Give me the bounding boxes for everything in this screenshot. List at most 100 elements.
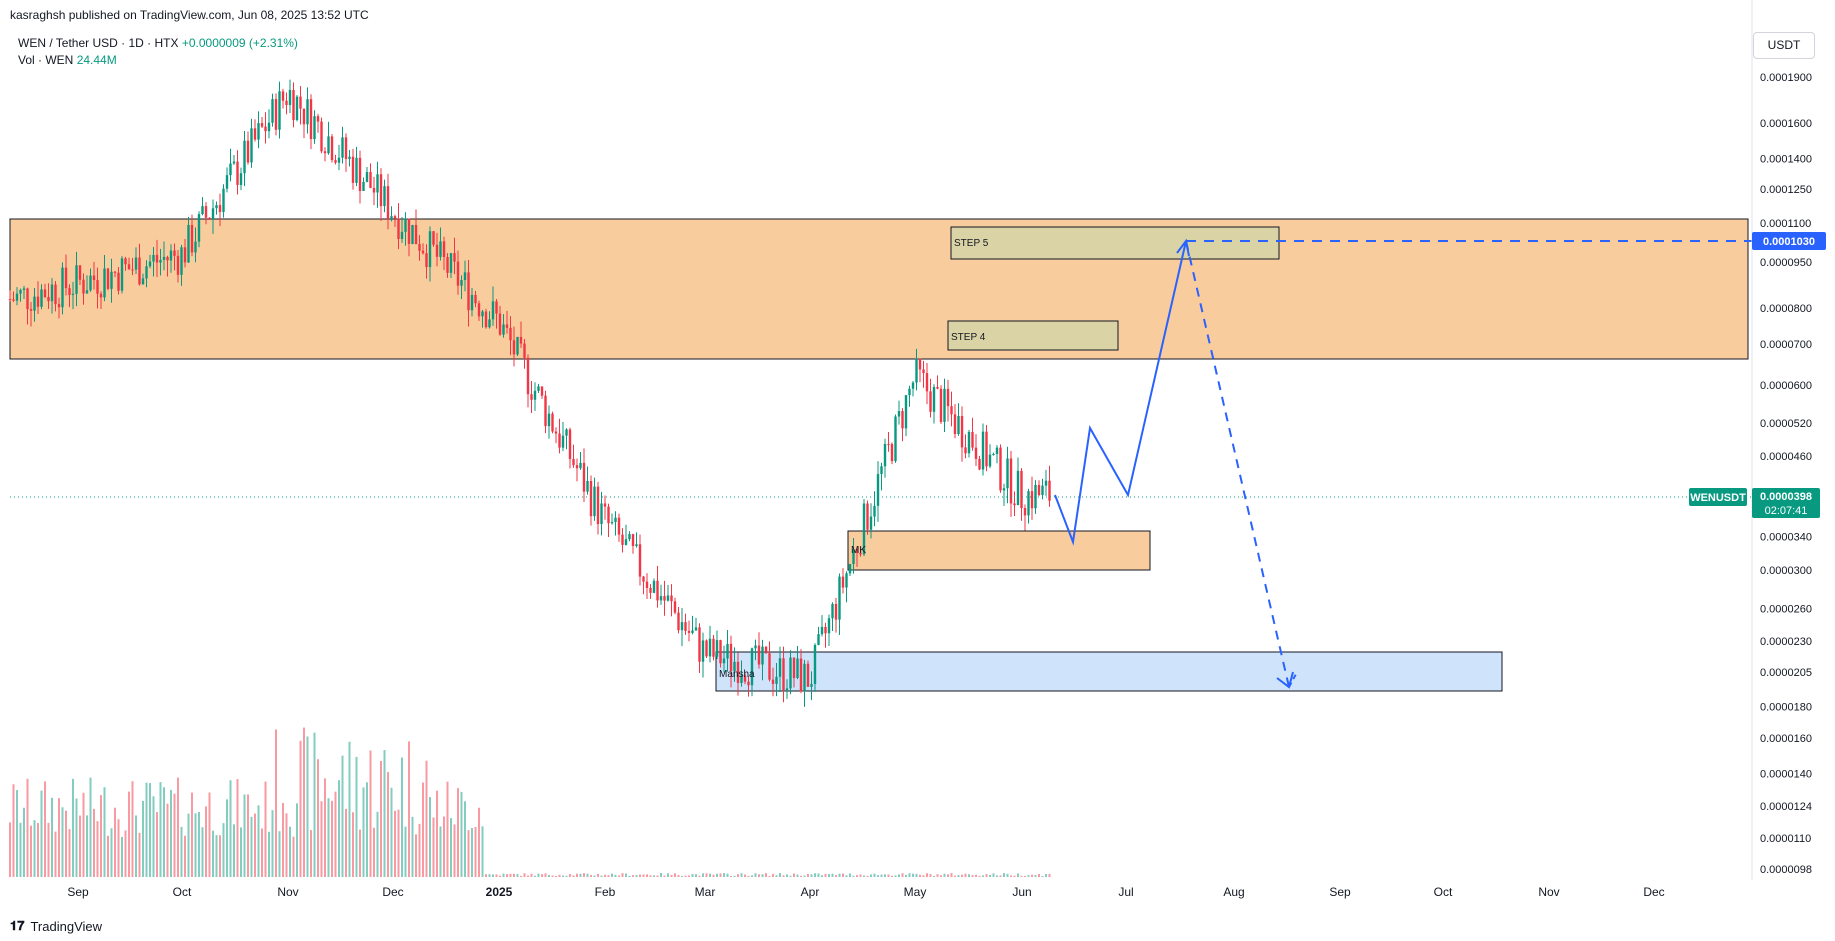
candle-body bbox=[113, 271, 117, 273]
volume-legend[interactable]: Vol · WEN 24.44M bbox=[18, 53, 117, 67]
price-tick-label: 0.0000230 bbox=[1760, 636, 1812, 648]
volume-bar bbox=[751, 875, 753, 877]
time-tick-label: Aug bbox=[1223, 885, 1244, 899]
volume-bar bbox=[772, 873, 774, 877]
candle-body bbox=[988, 454, 992, 467]
volume-bar bbox=[821, 875, 823, 877]
candle-body bbox=[883, 444, 887, 467]
candle-body bbox=[491, 301, 495, 320]
volume-bar bbox=[544, 873, 547, 877]
candle-body bbox=[803, 663, 806, 692]
volume-bar bbox=[884, 874, 886, 877]
volume-bar bbox=[842, 873, 844, 877]
candle-body bbox=[831, 603, 834, 619]
volume-bar bbox=[453, 824, 456, 877]
volume-bar bbox=[51, 797, 53, 877]
volume-bar bbox=[926, 873, 928, 877]
volume-bar bbox=[114, 807, 116, 877]
candle-body bbox=[138, 257, 141, 285]
volume-bar bbox=[415, 834, 417, 877]
candle-body bbox=[267, 122, 271, 132]
candle-body bbox=[771, 679, 775, 684]
projection-down-path bbox=[1185, 240, 1290, 688]
candle-body bbox=[939, 388, 943, 422]
volume-bar bbox=[768, 875, 771, 877]
volume-bar bbox=[887, 874, 890, 877]
volume-bar bbox=[1031, 874, 1033, 877]
candle-body bbox=[26, 288, 29, 310]
candle-body bbox=[925, 373, 929, 392]
candle-body bbox=[820, 626, 824, 635]
candle-body bbox=[120, 258, 124, 291]
volume-bar bbox=[131, 781, 134, 877]
candle-body bbox=[985, 431, 988, 467]
candle-body bbox=[824, 626, 827, 634]
symbol-legend[interactable]: WEN / Tether USD · 1D · HTX +0.0000009 (… bbox=[18, 36, 298, 50]
volume-bar bbox=[642, 874, 645, 877]
currency-button[interactable]: USDT bbox=[1753, 32, 1815, 59]
volume-bar bbox=[506, 874, 508, 877]
candle-body bbox=[862, 503, 866, 555]
volume-bar bbox=[236, 779, 239, 877]
candle-body bbox=[918, 358, 922, 370]
volume-bar bbox=[698, 875, 701, 877]
candle-body bbox=[974, 447, 978, 459]
candle-body bbox=[299, 96, 302, 109]
candle-body bbox=[558, 433, 561, 448]
footer-logo[interactable]: 𝟏𝟕 TradingView bbox=[10, 918, 102, 934]
candle-body bbox=[957, 415, 960, 435]
volume-bar bbox=[411, 816, 414, 877]
volume-bar bbox=[215, 835, 218, 877]
volume-bar bbox=[432, 817, 435, 877]
candle-body bbox=[1044, 480, 1048, 486]
volume-bar bbox=[919, 874, 921, 877]
volume-bar bbox=[159, 782, 162, 877]
candle-body bbox=[355, 157, 358, 183]
candle-body bbox=[61, 267, 64, 308]
candle-body bbox=[964, 447, 967, 454]
candle-body bbox=[995, 447, 999, 454]
volume-bar bbox=[219, 835, 221, 877]
candle-body bbox=[379, 174, 383, 207]
time-axis[interactable]: Sep Oct Nov Dec 2025 Feb Mar Apr May Jun Jul Aug Sep… bbox=[67, 885, 1664, 899]
volume-bar bbox=[632, 875, 634, 877]
volume-bar bbox=[177, 777, 179, 877]
candle-body bbox=[292, 90, 295, 120]
candle-body bbox=[250, 128, 253, 163]
candle-body bbox=[750, 648, 754, 686]
candle-body bbox=[670, 595, 673, 602]
volume-bar bbox=[800, 875, 802, 877]
mk-label: MK bbox=[851, 545, 866, 556]
candle-body bbox=[1002, 488, 1006, 491]
price-axis[interactable]: 0.0001900 0.0001600 0.0001400 0.0001250 0.00… bbox=[1760, 72, 1812, 876]
volume-bar bbox=[1006, 873, 1009, 877]
candle-body bbox=[502, 324, 505, 335]
candle-body bbox=[463, 272, 467, 281]
volume-bar bbox=[681, 875, 683, 877]
candle-body bbox=[617, 517, 621, 535]
volume-bar bbox=[534, 875, 536, 877]
candle-body bbox=[894, 416, 897, 462]
volume-bar bbox=[443, 816, 445, 877]
volume-bar bbox=[352, 812, 354, 877]
volume-bar bbox=[394, 810, 396, 877]
volume-bar bbox=[936, 874, 939, 877]
candle-body bbox=[512, 340, 516, 355]
candle-body bbox=[733, 661, 736, 672]
candle-body bbox=[600, 503, 603, 525]
volume-bar bbox=[82, 792, 85, 877]
candle-body bbox=[264, 126, 267, 132]
candle-body bbox=[456, 261, 460, 286]
candle-body bbox=[971, 431, 974, 448]
volume-bar bbox=[264, 781, 267, 877]
candle-body bbox=[950, 406, 953, 415]
volume-bar bbox=[54, 831, 57, 877]
candle-body bbox=[967, 431, 971, 454]
volume-bar bbox=[516, 874, 519, 877]
candle-body bbox=[586, 480, 589, 492]
step4-label: STEP 4 bbox=[951, 332, 986, 343]
volume-bar bbox=[100, 795, 102, 877]
volume-bar bbox=[397, 809, 400, 877]
candle-body bbox=[848, 564, 852, 574]
